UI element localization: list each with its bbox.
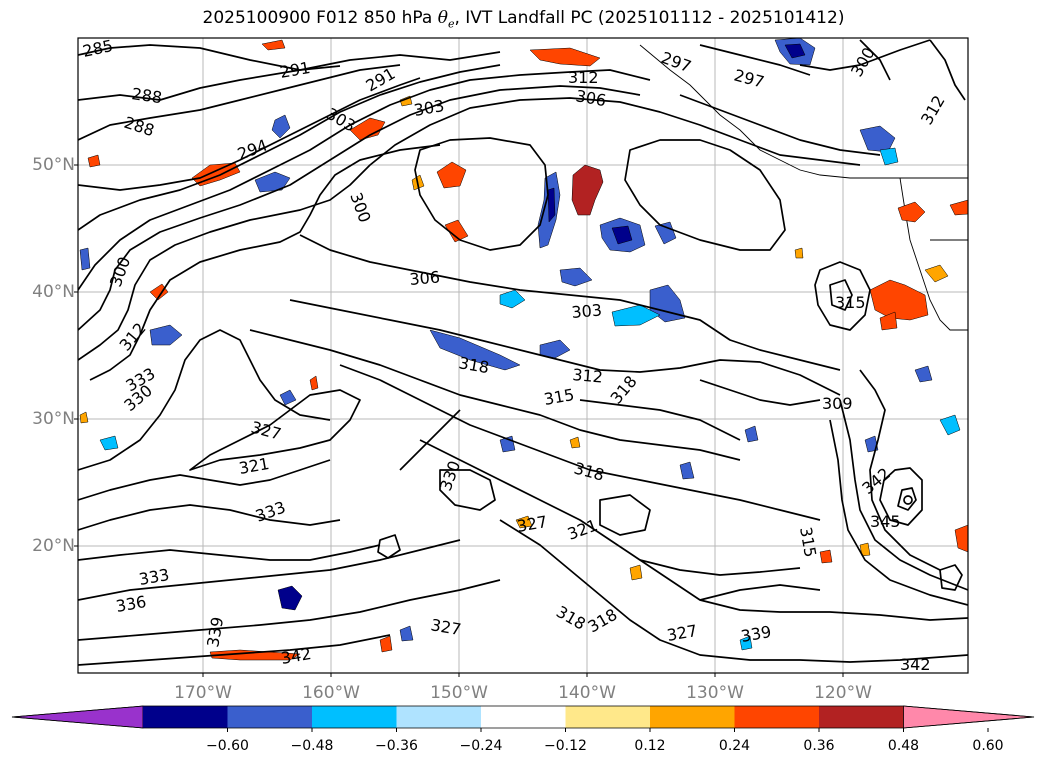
map-frame [77,37,969,674]
contour-label: 342 [900,655,931,674]
colorbar-tick-label: 0.48 [887,738,920,754]
contour-label: 312 [572,365,604,387]
map-title: 2025100900 F012 850 hPa θe, IVT Landfall… [202,8,845,31]
lat-label: 40°N [32,282,75,302]
colorbar-tick-label: −0.36 [375,738,418,754]
colorbar-segment [227,706,313,728]
colorbar-segment [819,706,904,728]
colorbar-ticks [227,728,989,732]
lat-label: 50°N [32,155,75,175]
colorbar-tick-label: 0.12 [634,738,666,754]
lat-label: 20°N [32,536,75,556]
colorbar-outline [11,705,1035,729]
colorbar-segments [11,705,1035,729]
colorbar-tick-label: −0.48 [290,738,334,754]
axis-ticks [74,164,844,677]
colorbar-tick-label: −0.60 [206,738,249,754]
colorbar-tick-label: 0.24 [718,738,751,754]
lon-label: 160°W [302,683,360,703]
contour-label: 312 [568,68,599,87]
theta-e-contours [78,39,968,666]
contour-label: 306 [409,267,441,289]
colorbar-extend-low [11,705,144,729]
colorbar-segment [143,706,228,728]
colorbar-segment [481,706,566,728]
colorbar-segment [396,706,482,728]
contour-label: 309 [822,394,853,413]
lon-label: 130°W [686,683,744,703]
colorbar-segment [312,706,397,728]
colorbar-tick-label: −0.24 [459,738,503,754]
lon-label: 120°W [814,683,872,703]
lat-label: 30°N [32,409,75,429]
lon-label: 150°W [430,683,488,703]
lon-label: 140°W [558,683,616,703]
contour-label: 285 [81,36,115,61]
colorbar-tick-label: 0.60 [972,738,1004,754]
contour-label: 315 [835,293,866,312]
colorbar-extend-high [903,705,1035,729]
colorbar-segment [734,706,820,728]
negative-shading [79,38,961,651]
colorbar-tick-label: 0.36 [803,738,835,754]
lon-label: 170°W [174,683,232,703]
contour-label: 303 [571,300,603,322]
colorbar-segment [650,706,735,728]
contour-label: 345 [870,512,901,531]
colorbar-segment [565,706,651,728]
contour-label: 288 [130,84,163,107]
colorbar-tick-label: −0.12 [544,738,587,754]
